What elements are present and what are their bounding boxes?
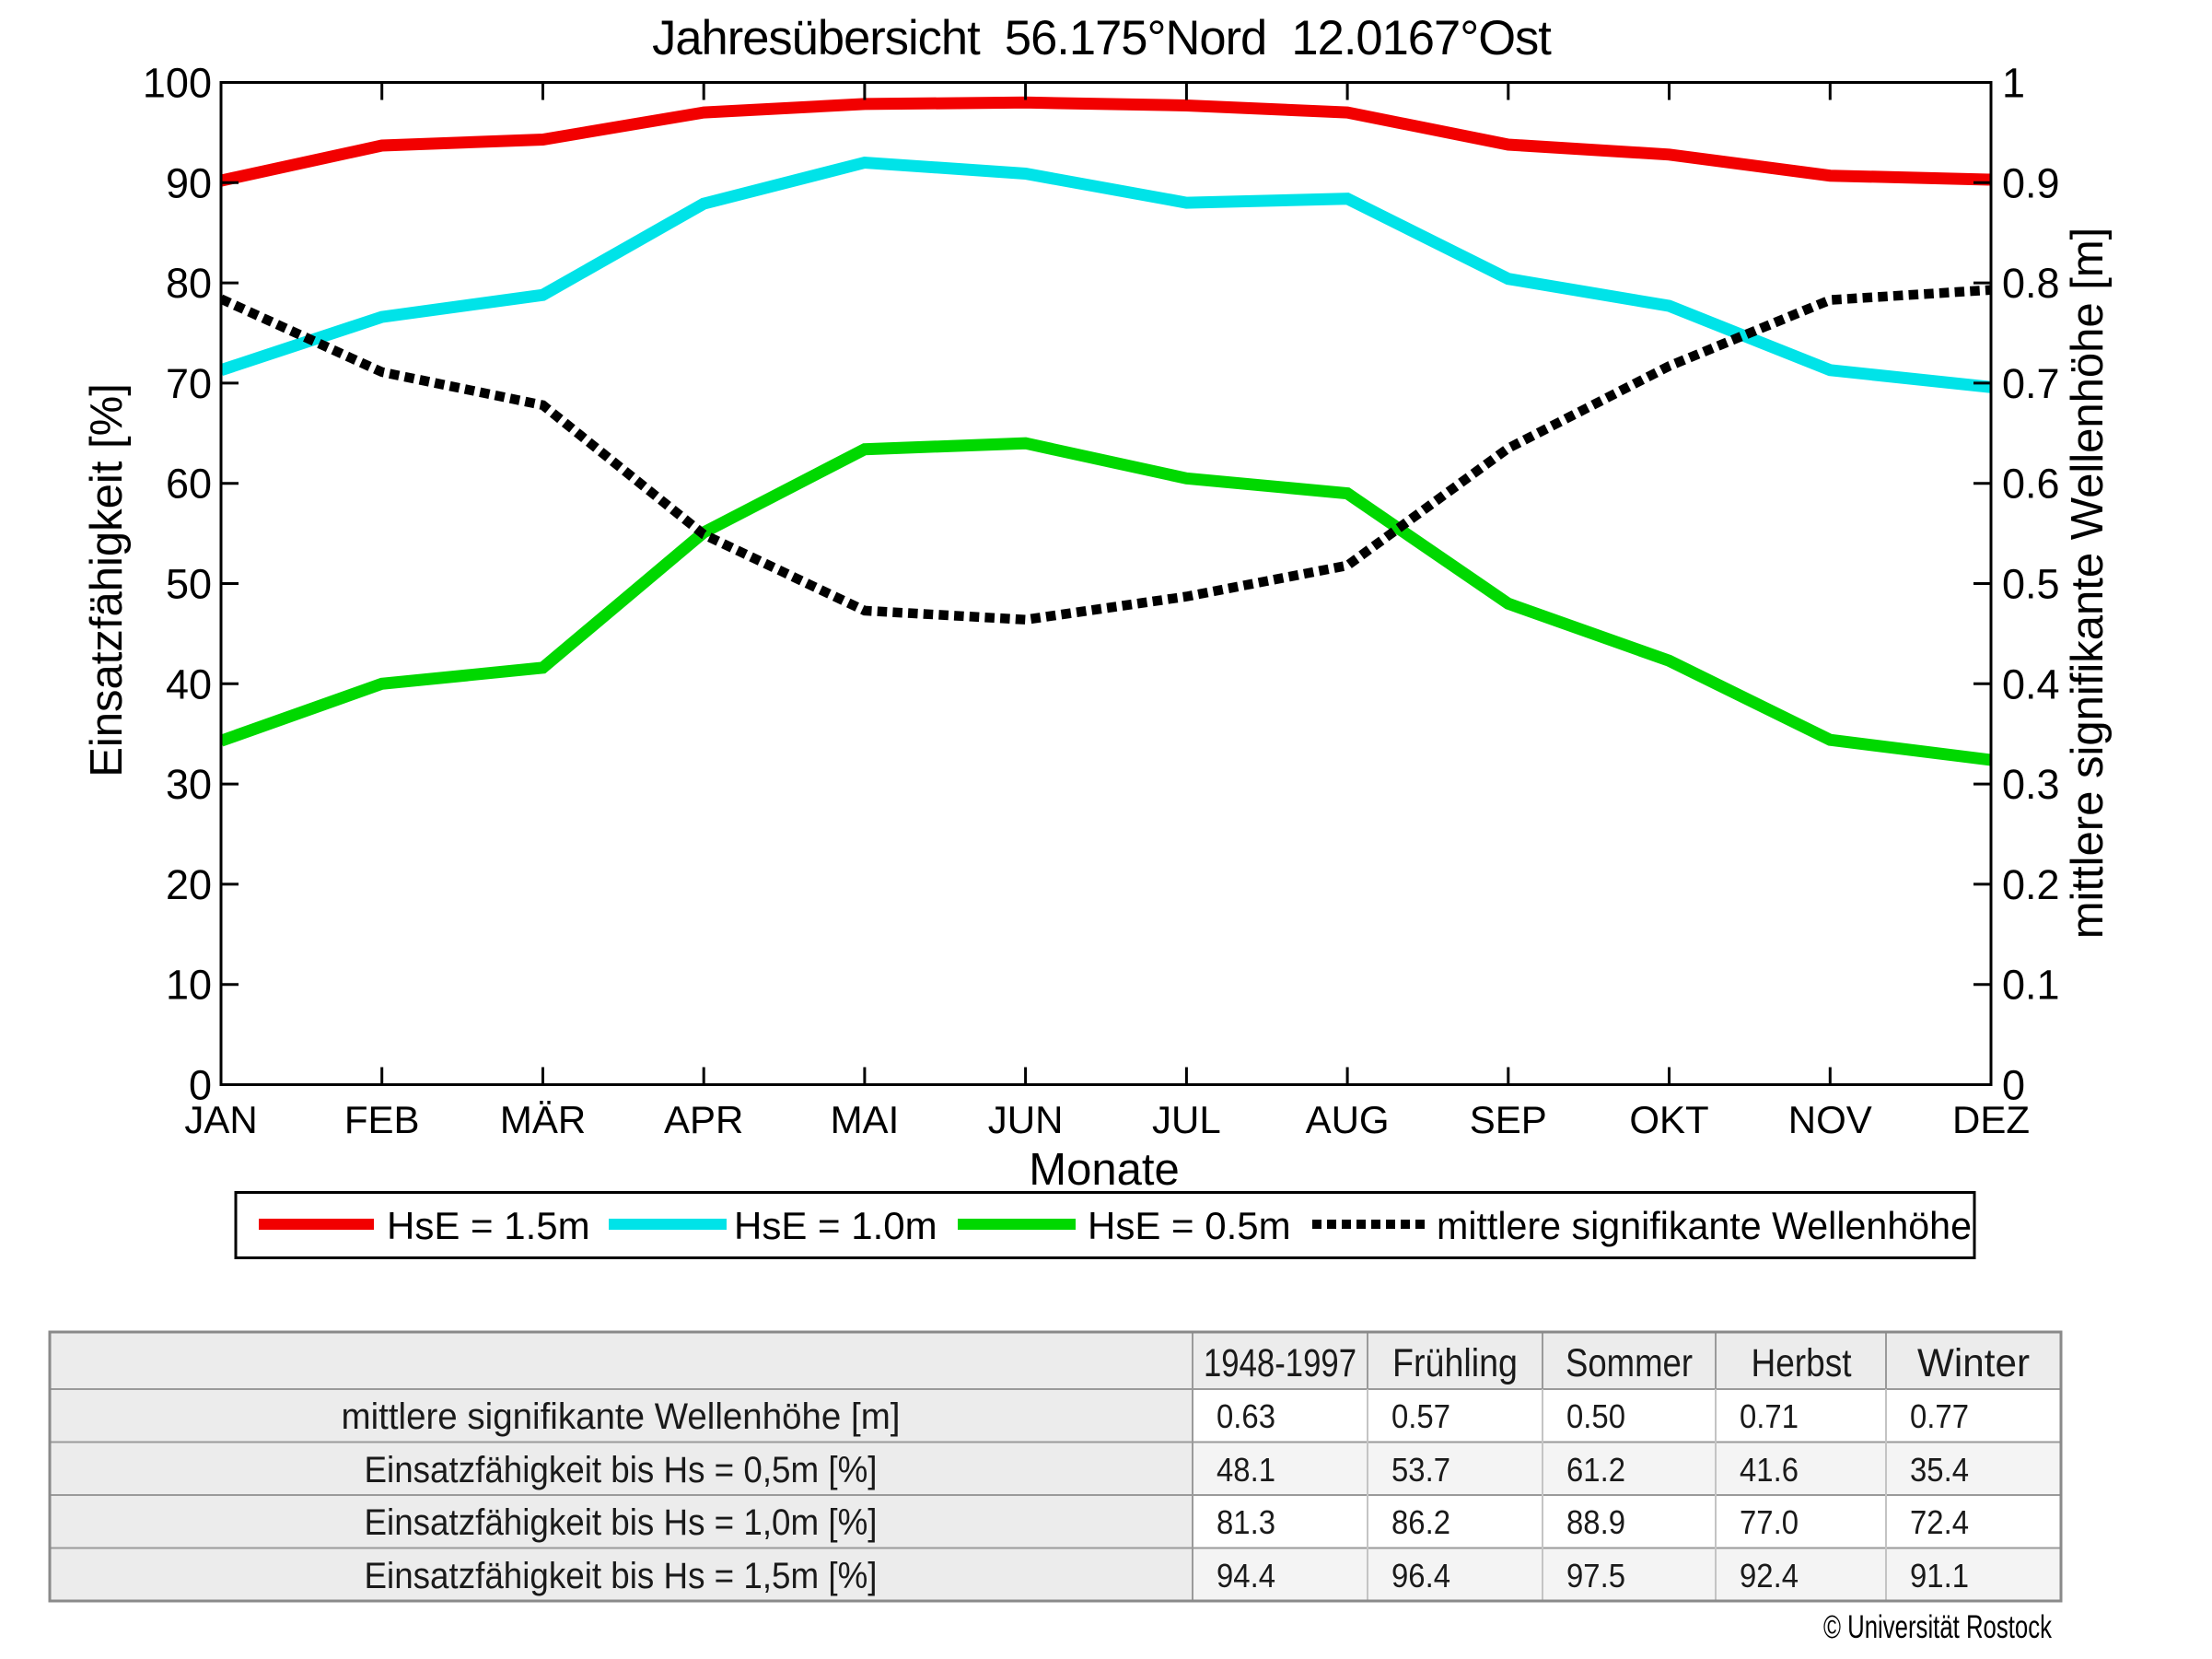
svg-text:mittlere signifikante Wellenhö: mittlere signifikante Wellenhöhe [m] (2063, 228, 2113, 940)
svg-text:90: 90 (166, 159, 212, 206)
svg-text:Einsatzfähigkeit bis Hs = 1,0m: Einsatzfähigkeit bis Hs = 1,0m [%] (365, 1502, 878, 1543)
svg-text:HsE = 1.5m: HsE = 1.5m (387, 1204, 590, 1247)
svg-text:0: 0 (189, 1062, 212, 1109)
svg-text:SEP: SEP (1470, 1098, 1547, 1141)
svg-text:1: 1 (2002, 60, 2025, 107)
svg-text:0.77: 0.77 (1910, 1397, 1969, 1435)
svg-text:0.57: 0.57 (1391, 1397, 1450, 1435)
svg-text:91.1: 91.1 (1910, 1557, 1969, 1595)
svg-text:JUL: JUL (1152, 1098, 1221, 1141)
svg-text:35.4: 35.4 (1910, 1451, 1969, 1489)
svg-text:0.63: 0.63 (1217, 1397, 1275, 1435)
svg-text:81.3: 81.3 (1217, 1503, 1275, 1541)
svg-text:0.1: 0.1 (2002, 962, 2060, 1009)
svg-text:MÄR: MÄR (500, 1098, 586, 1141)
svg-text:100: 100 (143, 60, 212, 107)
svg-text:0.8: 0.8 (2002, 260, 2060, 307)
svg-text:53.7: 53.7 (1391, 1451, 1450, 1489)
svg-text:0: 0 (2002, 1062, 2025, 1109)
svg-text:96.4: 96.4 (1391, 1557, 1450, 1595)
svg-text:MAI: MAI (831, 1098, 900, 1141)
svg-text:JAN: JAN (184, 1098, 257, 1141)
svg-text:0.5: 0.5 (2002, 561, 2060, 608)
svg-text:© Universität Rostock: © Universität Rostock (1823, 1609, 2052, 1645)
svg-text:Einsatzfähigkeit bis Hs = 1,5m: Einsatzfähigkeit bis Hs = 1,5m [%] (365, 1556, 878, 1596)
svg-text:30: 30 (166, 761, 212, 808)
svg-text:Einsatzfähigkeit bis Hs = 0,5m: Einsatzfähigkeit bis Hs = 0,5m [%] (365, 1450, 878, 1490)
svg-text:0.2: 0.2 (2002, 861, 2060, 908)
svg-text:mittlere signifikante Wellenhö: mittlere signifikante Wellenhöhe [m] (342, 1396, 901, 1437)
svg-text:FEB: FEB (344, 1098, 420, 1141)
svg-text:86.2: 86.2 (1391, 1503, 1450, 1541)
svg-text:80: 80 (166, 260, 212, 307)
svg-text:Frühling: Frühling (1392, 1341, 1518, 1385)
svg-text:APR: APR (664, 1098, 743, 1141)
svg-text:1948-1997: 1948-1997 (1204, 1341, 1356, 1385)
svg-text:20: 20 (166, 861, 212, 908)
svg-text:Einsatzfähigkeit [%]: Einsatzfähigkeit [%] (82, 383, 132, 777)
svg-text:AUG: AUG (1306, 1098, 1390, 1141)
svg-text:0.50: 0.50 (1566, 1397, 1625, 1435)
svg-text:41.6: 41.6 (1740, 1451, 1799, 1489)
svg-text:70: 70 (166, 360, 212, 407)
svg-text:10: 10 (166, 962, 212, 1009)
svg-text:50: 50 (166, 561, 212, 608)
svg-text:Winter: Winter (1917, 1341, 2030, 1385)
svg-text:OKT: OKT (1629, 1098, 1708, 1141)
svg-text:DEZ: DEZ (1952, 1098, 2030, 1141)
svg-text:40: 40 (166, 660, 212, 707)
svg-text:Monate: Monate (1029, 1145, 1179, 1195)
svg-text:97.5: 97.5 (1566, 1557, 1625, 1595)
svg-text:0.71: 0.71 (1740, 1397, 1799, 1435)
svg-text:77.0: 77.0 (1740, 1503, 1799, 1541)
svg-text:72.4: 72.4 (1910, 1503, 1969, 1541)
svg-text:HsE = 1.0m: HsE = 1.0m (734, 1204, 937, 1247)
svg-text:94.4: 94.4 (1217, 1557, 1275, 1595)
svg-text:NOV: NOV (1788, 1098, 1872, 1141)
svg-text:JUN: JUN (988, 1098, 1064, 1141)
svg-text:92.4: 92.4 (1740, 1557, 1799, 1595)
svg-text:48.1: 48.1 (1217, 1451, 1275, 1489)
svg-text:0.3: 0.3 (2002, 761, 2060, 808)
svg-text:Jahresübersicht 56.175°Nord: Jahresübersicht 56.175°Nord 12.0167°Ost (652, 11, 1552, 65)
svg-text:mittlere signifikante Wellenhö: mittlere signifikante Wellenhöhe (1437, 1204, 1972, 1247)
svg-text:HsE = 0.5m: HsE = 0.5m (1088, 1204, 1291, 1247)
svg-text:0.6: 0.6 (2002, 461, 2060, 508)
svg-text:60: 60 (166, 461, 212, 508)
svg-text:0.4: 0.4 (2002, 660, 2060, 707)
svg-text:Herbst: Herbst (1752, 1341, 1852, 1385)
svg-text:Sommer: Sommer (1566, 1341, 1693, 1385)
svg-text:88.9: 88.9 (1566, 1503, 1625, 1541)
svg-text:0.7: 0.7 (2002, 360, 2060, 407)
svg-text:61.2: 61.2 (1566, 1451, 1625, 1489)
svg-text:0.9: 0.9 (2002, 159, 2060, 206)
